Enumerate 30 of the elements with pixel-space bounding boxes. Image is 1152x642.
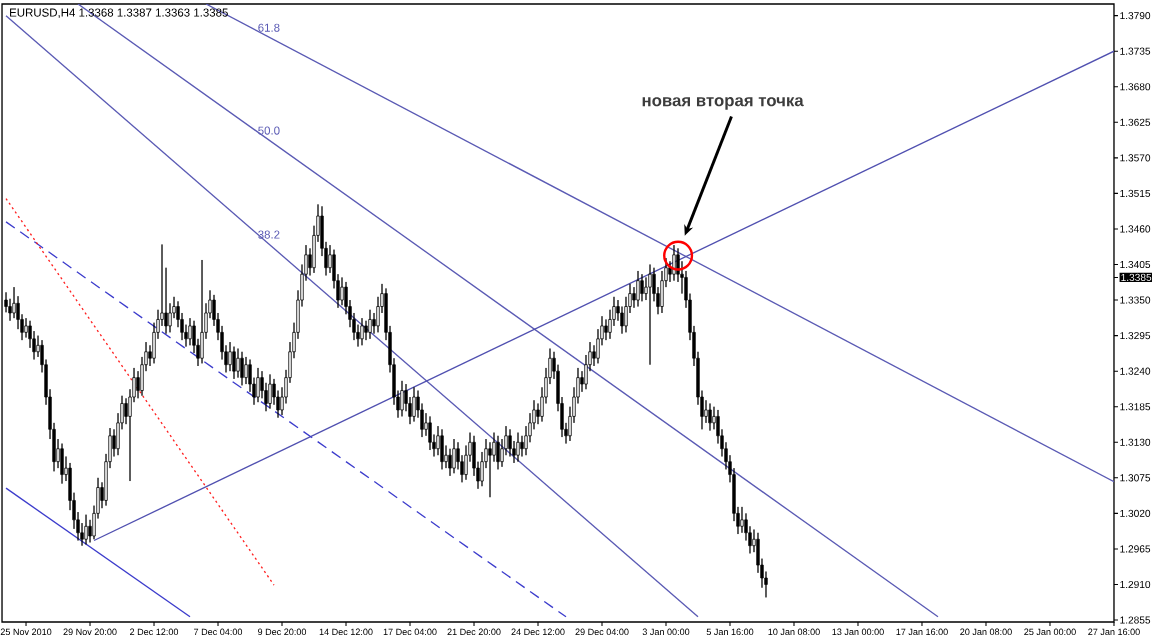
candlestick [60,443,64,485]
candlestick [228,341,232,372]
candlestick [400,380,404,417]
candlestick [200,259,204,364]
candlestick [240,351,244,386]
candlestick [740,506,744,534]
candlestick [256,367,260,403]
candlestick [188,317,192,346]
candlestick [340,277,344,306]
candlestick [452,438,456,474]
candlestick [368,309,372,340]
candlestick [440,428,444,470]
candlestick [232,346,236,380]
candlestick [244,356,248,385]
candlestick [488,441,492,498]
candlestick [636,270,640,307]
annotation: новая вторая точка [642,97,804,110]
candlestick [496,435,500,470]
candlestick [704,399,708,424]
candlestick [236,348,240,379]
candlestick [412,386,416,422]
candlestick [268,373,272,410]
candlestick [428,416,432,451]
candlestick [640,273,644,302]
candlestick [360,317,364,346]
candlestick [508,428,512,457]
candlestick [648,264,652,366]
candlestick [516,432,520,463]
candlestick [84,514,88,545]
candlestick [708,403,712,432]
